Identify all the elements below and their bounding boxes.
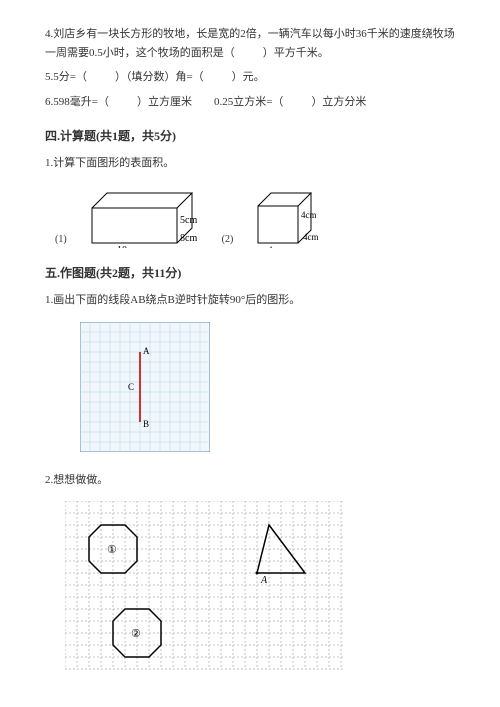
- section5-title: 五.作图题(共2题，共11分): [45, 263, 455, 283]
- problem-4: 4.刘店乡有一块长方形的牧地，长是宽的2倍，一辆汽车以每小时36千米的速度绕牧场…: [45, 25, 455, 62]
- svg-text:4cm: 4cm: [303, 232, 319, 242]
- svg-text:A: A: [143, 346, 150, 356]
- p4-text1: 4.刘店乡有一块长方形的牧地，长是宽的2倍，一辆汽车以每小时36千米的速度绕牧场…: [45, 28, 455, 59]
- problem-6: 6.598毫升=（ ）立方厘米 0.25立方米=（ ）立方分米: [45, 93, 455, 112]
- fig1-label2: (2): [222, 231, 234, 248]
- dot-grid-figure: ① ② A: [65, 501, 455, 678]
- svg-text:B: B: [143, 419, 149, 429]
- section4-title: 四.计算题(共1题，共5分): [45, 126, 455, 146]
- problem-5: 5.5分=（ ）（填分数）角=（ ）元。: [45, 68, 455, 87]
- p6-text3: 0.25立方米=（: [214, 96, 283, 108]
- cube-figure: 4cm 4cm 4cm: [253, 188, 333, 248]
- svg-text:4cm: 4cm: [301, 210, 317, 220]
- p6-text1: 6.598毫升=（: [45, 96, 109, 108]
- grid-figure: A B C: [80, 322, 455, 459]
- cuboid-figure: 5cm 8cm 10cm: [87, 188, 202, 248]
- p5-text1: 5.5分=（: [45, 71, 87, 83]
- svg-text:②: ②: [131, 628, 141, 640]
- svg-text:A: A: [260, 575, 268, 586]
- svg-text:8cm: 8cm: [180, 233, 197, 244]
- svg-text:①: ①: [107, 544, 117, 556]
- figure-boxes: (1) 5cm 8cm 10cm (2) 4cm 4cm 4cm: [55, 188, 455, 248]
- p5-text2: ）（填分数）角=（: [115, 71, 204, 83]
- section4-q1: 1.计算下面图形的表面积。: [45, 154, 455, 173]
- p6-sep: [192, 96, 214, 108]
- p6-text4: ）立方分米: [311, 96, 366, 108]
- section5-q1: 1.画出下面的线段AB绕点B逆时针旋转90°后的图形。: [45, 291, 455, 310]
- svg-text:4cm: 4cm: [268, 245, 284, 248]
- section5-q2: 2.想想做做。: [45, 471, 455, 490]
- svg-text:5cm: 5cm: [180, 215, 197, 226]
- p5-text3: ）元。: [232, 71, 265, 83]
- fig1-label1: (1): [55, 231, 67, 248]
- svg-text:10cm: 10cm: [117, 245, 139, 248]
- p6-text2: ）立方厘米: [137, 96, 192, 108]
- p4-text2: ）平方千米。: [263, 47, 329, 59]
- svg-text:C: C: [128, 382, 134, 392]
